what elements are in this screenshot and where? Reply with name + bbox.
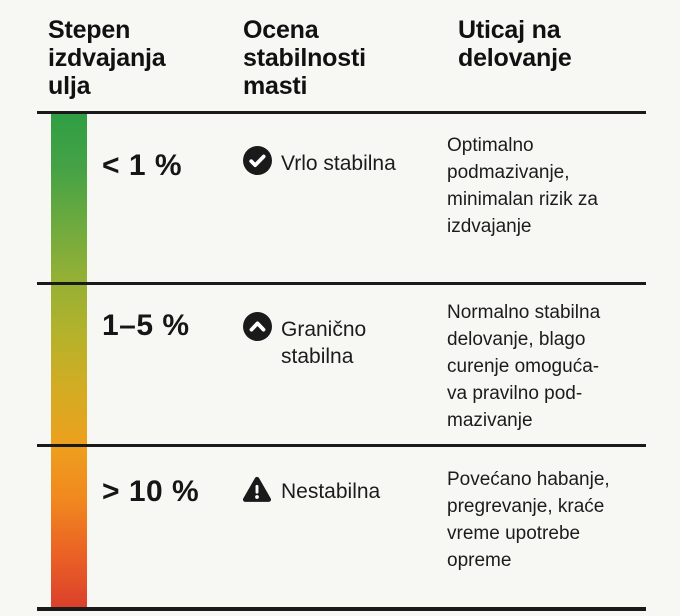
warning-triangle-icon (241, 475, 273, 504)
bottom-border (37, 607, 646, 611)
stability-rating-row2: Granično stabilna (281, 318, 367, 368)
row-divider-2 (37, 444, 646, 447)
row-divider-1 (37, 282, 646, 285)
column-header-impact: Uticaj na delovanje (458, 16, 572, 72)
check-circle-icon (243, 146, 272, 175)
impact-text-row3: Povećano habanje, pregrevanje, kraće vre… (447, 469, 610, 571)
separation-range-row2: 1–5 % (102, 309, 190, 342)
stability-rating-row1: Vrlo stabilna (281, 152, 396, 175)
impact-text-row2: Normalno stabilna delovanje, blago curen… (447, 302, 601, 431)
separation-range-row3: > 10 % (102, 475, 200, 508)
separation-range-row1: < 1 % (102, 149, 183, 182)
severity-gradient-bar (51, 113, 87, 610)
impact-text-row1: Optimalno podmazivanje, minimalan rizik … (447, 135, 598, 237)
chevron-up-circle-icon (243, 312, 272, 341)
column-header-oil-separation: Stepen izdvajanja ulja (48, 16, 166, 100)
stability-rating-row3: Nestabilna (281, 480, 381, 503)
header-divider (37, 111, 646, 114)
column-header-stability-rating: Ocena stabilnosti masti (243, 16, 366, 100)
